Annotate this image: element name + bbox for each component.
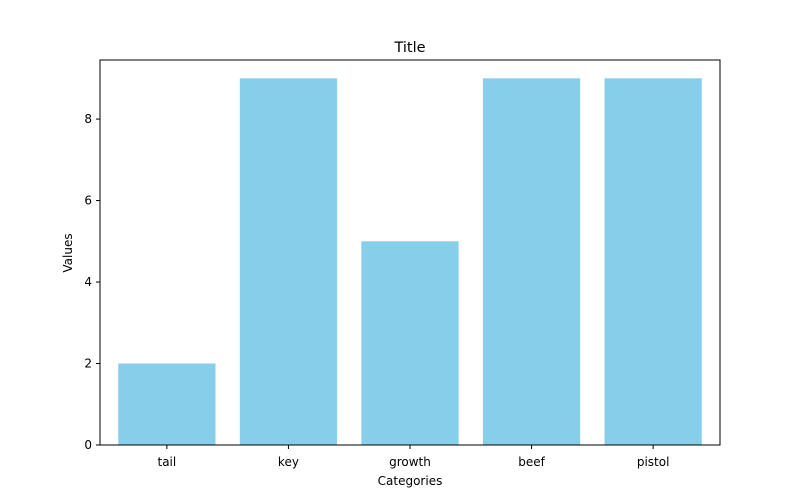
bar-pistol [604, 78, 702, 445]
y-tick-label-6: 6 [84, 194, 92, 208]
y-axis-label: Values [61, 233, 75, 272]
x-tick-label-beef: beef [518, 455, 545, 469]
axes-layer: tail key growth beef pistol 0 2 4 6 8 [84, 59, 721, 469]
x-tick-label-pistol: pistol [637, 455, 670, 469]
y-tick-label-0: 0 [84, 438, 92, 452]
x-tick-label-tail: tail [157, 455, 176, 469]
y-tick-label-4: 4 [84, 275, 92, 289]
bar-growth [361, 241, 459, 445]
chart-title: Title [393, 40, 425, 56]
x-axis-label: Categories [378, 474, 443, 488]
x-tick-label-growth: growth [389, 455, 431, 469]
bar-tail [118, 363, 216, 445]
bar-beef [482, 78, 581, 445]
y-tick-label-8: 8 [84, 112, 92, 126]
y-tick-label-2: 2 [84, 357, 92, 371]
bars-layer [118, 78, 702, 445]
x-tick-label-key: key [278, 455, 299, 469]
bar-key [239, 78, 338, 445]
